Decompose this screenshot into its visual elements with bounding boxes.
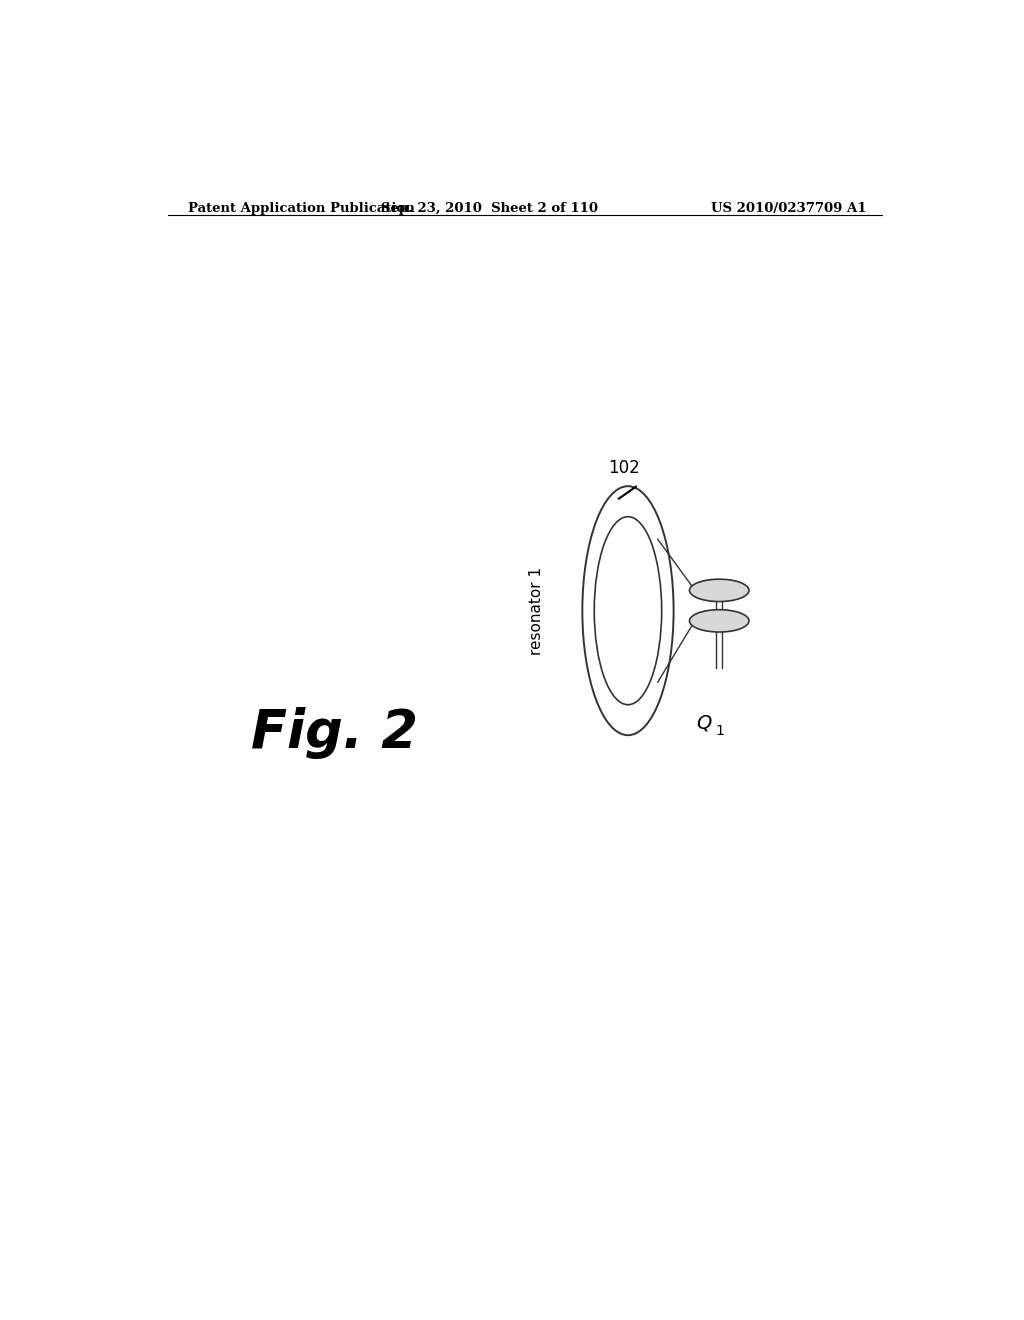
Text: 102: 102 xyxy=(608,459,640,478)
Text: 1: 1 xyxy=(715,723,724,738)
Text: resonator 1: resonator 1 xyxy=(529,566,544,655)
Ellipse shape xyxy=(689,579,749,602)
Text: Fig. 2: Fig. 2 xyxy=(251,706,418,759)
Text: Q: Q xyxy=(696,713,712,733)
Ellipse shape xyxy=(689,610,749,632)
Text: Sep. 23, 2010  Sheet 2 of 110: Sep. 23, 2010 Sheet 2 of 110 xyxy=(381,202,598,215)
Text: US 2010/0237709 A1: US 2010/0237709 A1 xyxy=(711,202,866,215)
Text: Patent Application Publication: Patent Application Publication xyxy=(187,202,415,215)
